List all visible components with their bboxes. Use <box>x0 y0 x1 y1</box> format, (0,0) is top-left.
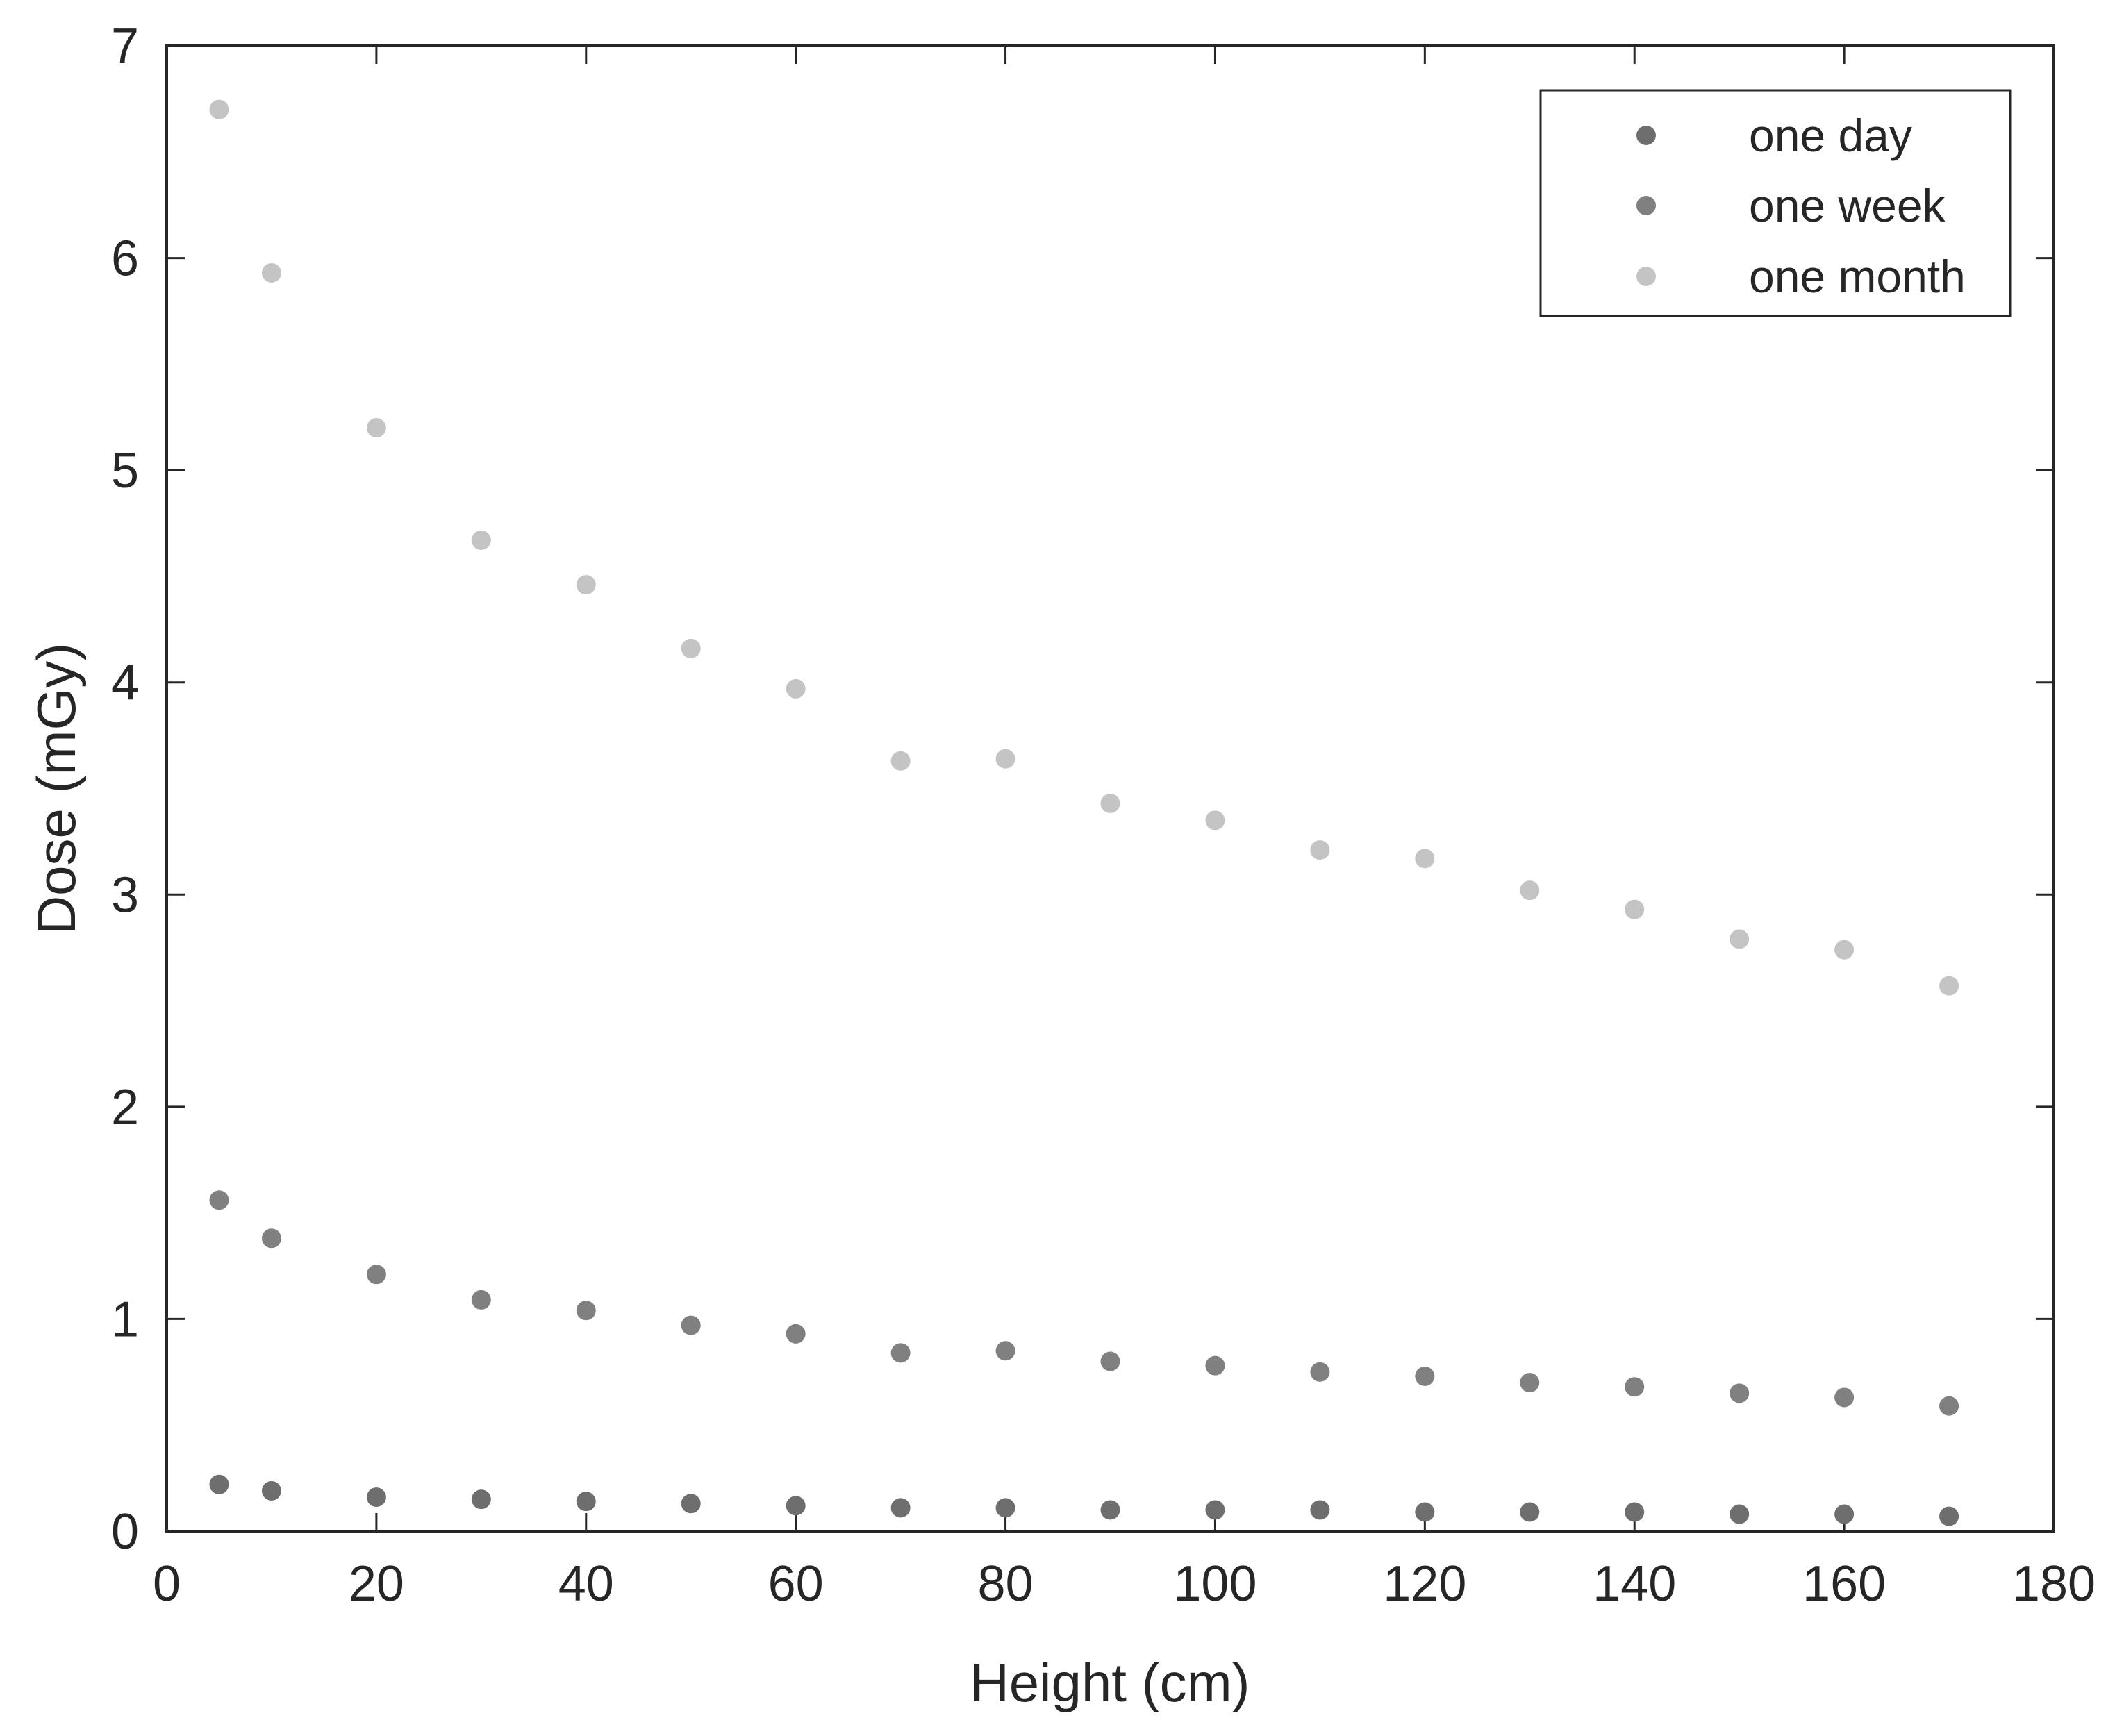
data-point <box>1100 1351 1120 1371</box>
data-point <box>1939 1506 1959 1526</box>
data-point <box>1415 1502 1435 1522</box>
data-point <box>890 751 911 771</box>
data-point <box>1310 1362 1330 1382</box>
x-tick-label: 60 <box>768 1556 824 1612</box>
x-tick-label: 0 <box>153 1556 181 1612</box>
data-point <box>1415 1366 1435 1386</box>
data-point <box>1834 1387 1855 1408</box>
series-one-week <box>209 1190 1959 1416</box>
data-point <box>1730 1383 1750 1403</box>
data-point <box>681 1494 701 1514</box>
data-point <box>1520 1502 1540 1522</box>
data-point <box>890 1343 911 1363</box>
data-point <box>209 1474 229 1494</box>
series-one-day <box>209 1474 1959 1526</box>
data-point <box>576 575 596 595</box>
y-tick-label: 0 <box>111 1504 139 1560</box>
data-point <box>366 1265 386 1285</box>
data-point <box>1834 940 1855 960</box>
y-tick-label: 2 <box>111 1080 139 1135</box>
data-point <box>1205 1500 1225 1520</box>
data-point <box>1625 899 1645 919</box>
data-point <box>1100 1500 1120 1520</box>
y-tick-label: 4 <box>111 656 139 711</box>
data-point <box>576 1301 596 1321</box>
y-axis-title: Dose (mGy) <box>26 643 87 935</box>
x-tick-label: 80 <box>978 1556 1034 1612</box>
legend-label-one-month: one month <box>1749 251 1966 302</box>
data-point <box>366 1487 386 1508</box>
data-point <box>1310 1500 1330 1520</box>
y-tick-label: 1 <box>111 1292 139 1347</box>
data-point <box>1939 1396 1959 1416</box>
x-tick-label: 20 <box>349 1556 404 1612</box>
data-point <box>471 1290 491 1310</box>
data-point <box>786 678 806 699</box>
data-point <box>261 1480 281 1501</box>
data-point <box>1834 1504 1855 1524</box>
legend-marker-one-month <box>1636 267 1656 286</box>
data-point <box>209 1190 229 1210</box>
data-point <box>1205 810 1225 831</box>
x-tick-labels: 0 20 40 60 80 100 120 140 160 180 <box>153 1556 2096 1612</box>
data-point <box>471 1489 491 1510</box>
data-point <box>1310 840 1330 860</box>
data-point <box>366 418 386 438</box>
data-point <box>1100 793 1120 813</box>
x-axis-title: Height (cm) <box>970 1652 1250 1713</box>
data-point <box>576 1492 596 1512</box>
x-tick-label: 180 <box>2012 1556 2096 1612</box>
x-tick-label: 100 <box>1173 1556 1256 1612</box>
legend-box <box>1539 89 2012 317</box>
y-tick-label: 3 <box>111 867 139 923</box>
data-point <box>1939 976 1959 996</box>
data-point <box>995 749 1015 769</box>
legend-marker-one-day <box>1636 126 1656 145</box>
data-point <box>1205 1355 1225 1376</box>
x-tick-label: 120 <box>1383 1556 1466 1612</box>
data-point <box>1520 1373 1540 1393</box>
data-points <box>209 99 1959 1526</box>
legend-marker-one-week <box>1636 196 1656 215</box>
legend-label-one-week: one week <box>1749 180 1946 231</box>
x-tick-label: 140 <box>1593 1556 1676 1612</box>
data-point <box>995 1498 1015 1518</box>
axis-ticks <box>165 44 2055 1533</box>
data-point <box>1625 1377 1645 1397</box>
data-point <box>261 1228 281 1249</box>
data-point <box>1730 929 1750 949</box>
series-one-month <box>209 99 1959 996</box>
data-point <box>261 262 281 283</box>
legend: one day one week one month <box>1539 89 2012 317</box>
y-tick-label: 5 <box>111 443 139 499</box>
y-tick-label: 6 <box>111 231 139 287</box>
data-point <box>681 638 701 658</box>
data-point <box>786 1496 806 1516</box>
data-point <box>1625 1502 1645 1522</box>
legend-label-one-day: one day <box>1749 110 1912 161</box>
data-point <box>209 99 229 119</box>
y-tick-label: 7 <box>111 19 139 74</box>
data-point <box>471 530 491 550</box>
data-point <box>681 1315 701 1335</box>
x-tick-label: 160 <box>1802 1556 1886 1612</box>
data-point <box>1415 849 1435 869</box>
data-point <box>1520 880 1540 901</box>
data-point <box>786 1324 806 1344</box>
data-point <box>890 1498 911 1518</box>
data-point <box>995 1341 1015 1361</box>
x-tick-label: 40 <box>558 1556 614 1612</box>
y-tick-labels: 0 1 2 3 4 5 6 7 <box>111 19 139 1560</box>
data-point <box>1730 1504 1750 1524</box>
